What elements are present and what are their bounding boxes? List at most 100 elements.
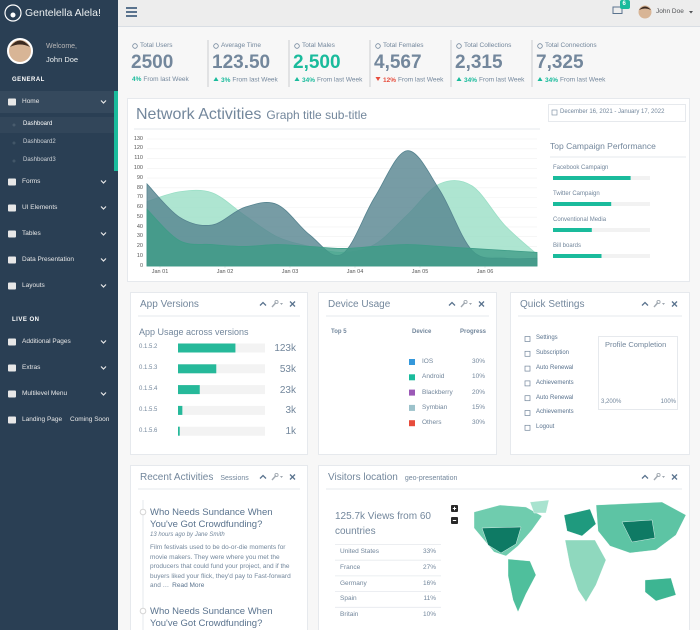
title-text: Network Activities bbox=[136, 106, 262, 123]
section-title: GENERAL bbox=[12, 77, 45, 84]
country-name: United States bbox=[340, 548, 380, 556]
menu-item[interactable]: Data Presentation bbox=[22, 256, 75, 264]
active-indicator bbox=[114, 91, 118, 171]
submenu-active bbox=[0, 117, 114, 133]
stat-value: 2,315 bbox=[455, 51, 503, 73]
country-name: Britain bbox=[340, 610, 359, 618]
panel-title: Visitors location geo-presentation bbox=[328, 472, 457, 485]
device-name: Blackberry bbox=[422, 388, 453, 396]
stat-change-note: From last Week bbox=[560, 76, 606, 84]
menu-item[interactable]: Additional Pages bbox=[22, 338, 71, 346]
panel-title: Device Usage bbox=[328, 299, 390, 311]
subtitle-text: geo-presentation bbox=[404, 475, 458, 482]
menu-item[interactable]: UI Elements bbox=[22, 204, 58, 212]
country-share: 27% bbox=[422, 563, 436, 571]
panel-subtitle: App Usage across versions bbox=[139, 326, 249, 337]
device-name: Android bbox=[422, 373, 445, 381]
y-tick-label: 110 bbox=[134, 155, 143, 162]
submenu-item[interactable]: Dashboard2 bbox=[23, 139, 56, 146]
campaign-name: Facebook Campaign bbox=[553, 165, 609, 172]
body-text: Film festivals used to be do-or-die mome… bbox=[150, 544, 291, 589]
device-share: 10% bbox=[472, 373, 486, 381]
menu-item-active bbox=[0, 91, 117, 113]
menu-item[interactable]: Tables bbox=[22, 230, 41, 238]
brand: Gentelella Alela! bbox=[25, 6, 101, 19]
title-text: Recent Activities bbox=[140, 472, 214, 483]
stat-value: 4,567 bbox=[374, 51, 422, 73]
activity-body: Film festivals used to be do-or-die mome… bbox=[150, 543, 300, 591]
stat-value: 123.50 bbox=[212, 51, 271, 73]
stat-change-note: From last Week bbox=[479, 76, 525, 84]
stat-value: 7,325 bbox=[536, 51, 584, 73]
menu-item[interactable]: Forms bbox=[22, 178, 41, 186]
y-tick-label: 0 bbox=[139, 262, 143, 269]
panel bbox=[510, 292, 690, 455]
y-tick-label: 40 bbox=[136, 223, 143, 230]
submenu bbox=[0, 113, 117, 171]
stat-label: Total Males bbox=[302, 42, 335, 50]
x-tick-label: Jan 04 bbox=[346, 269, 364, 275]
table-header: Top 5 bbox=[331, 329, 347, 336]
setting-link[interactable]: Subscription bbox=[536, 350, 570, 357]
usage-value: 53k bbox=[279, 363, 296, 375]
panel bbox=[318, 292, 497, 455]
subtitle-text: Graph title sub-title bbox=[266, 108, 368, 122]
trend-arrow bbox=[537, 77, 543, 81]
welcome-text: Welcome, bbox=[46, 42, 77, 50]
subtitle-text: Sessions bbox=[220, 475, 249, 482]
panel bbox=[127, 98, 690, 282]
country-name: Spain bbox=[340, 595, 357, 603]
title-text: App Versions bbox=[140, 299, 199, 310]
submenu-item[interactable]: Dashboard3 bbox=[23, 157, 56, 164]
setting-link[interactable]: Auto Renewal bbox=[536, 365, 574, 371]
y-tick-label: 130 bbox=[133, 135, 143, 142]
stat-icon bbox=[375, 43, 381, 49]
stat-label: Total Females bbox=[383, 42, 424, 50]
date-range[interactable]: December 16, 2021 - January 17, 2022 bbox=[560, 109, 665, 116]
title-text: Device Usage bbox=[328, 299, 391, 310]
menu-item[interactable]: Home bbox=[22, 98, 40, 106]
setting-link[interactable]: Logout bbox=[536, 424, 555, 431]
menu-item[interactable]: Multilevel Menu bbox=[22, 390, 68, 398]
stat-change-note: From last Week bbox=[398, 76, 444, 84]
menu-item[interactable]: Extras bbox=[22, 364, 41, 372]
topbar-user[interactable]: John Doe bbox=[656, 8, 684, 16]
panel-title: Network Activities Graph title sub-title bbox=[136, 105, 367, 125]
device-share: 30% bbox=[472, 358, 486, 366]
stat-change-note: From last Week bbox=[232, 76, 278, 84]
setting-link[interactable]: Achievements bbox=[536, 379, 574, 386]
date-range-box bbox=[548, 104, 686, 122]
setting-link[interactable]: Achievements bbox=[536, 409, 574, 416]
menu-badge: Coming Soon bbox=[70, 416, 110, 424]
campaign-title: Top Campaign Performance bbox=[550, 140, 656, 151]
submenu-item[interactable]: Dashboard bbox=[23, 121, 53, 128]
read-more: Read More bbox=[172, 582, 205, 589]
country-name: Germany bbox=[340, 579, 367, 587]
country-share: 16% bbox=[422, 579, 436, 587]
menu-item[interactable]: Layouts bbox=[22, 282, 45, 290]
stat-label: Total Connections bbox=[545, 42, 597, 50]
menu-item[interactable]: Landing Page bbox=[22, 416, 63, 424]
y-tick-label: 10 bbox=[136, 252, 143, 259]
device-share: 15% bbox=[472, 404, 486, 411]
x-tick-label: Jan 03 bbox=[281, 269, 299, 275]
stat-label: Average Time bbox=[221, 42, 261, 50]
y-tick-label: 50 bbox=[136, 213, 143, 220]
y-tick-label: 90 bbox=[136, 174, 143, 181]
activity-title[interactable]: Who Needs Sundance When You've Got Crowd… bbox=[150, 606, 273, 629]
country-share: 33% bbox=[422, 548, 436, 556]
visitors-headline: 125.7k Views from 60 countries bbox=[335, 511, 431, 537]
profile-title: Profile Completion bbox=[605, 339, 667, 349]
activity-title[interactable]: Who Needs Sundance When You've Got Crowd… bbox=[150, 507, 273, 530]
usage-value: 1k bbox=[285, 426, 296, 438]
country-share: 11% bbox=[423, 595, 436, 603]
setting-link[interactable]: Auto Renewal bbox=[536, 394, 574, 401]
mail-badge bbox=[620, 0, 630, 9]
stat-label: Total Collections bbox=[464, 42, 512, 50]
x-tick-label: Jan 05 bbox=[411, 269, 429, 275]
stat-icon bbox=[537, 43, 543, 49]
panel-title: Quick Settings bbox=[520, 299, 584, 311]
setting-link[interactable]: Settings bbox=[536, 335, 558, 342]
trend-arrow bbox=[456, 77, 462, 81]
